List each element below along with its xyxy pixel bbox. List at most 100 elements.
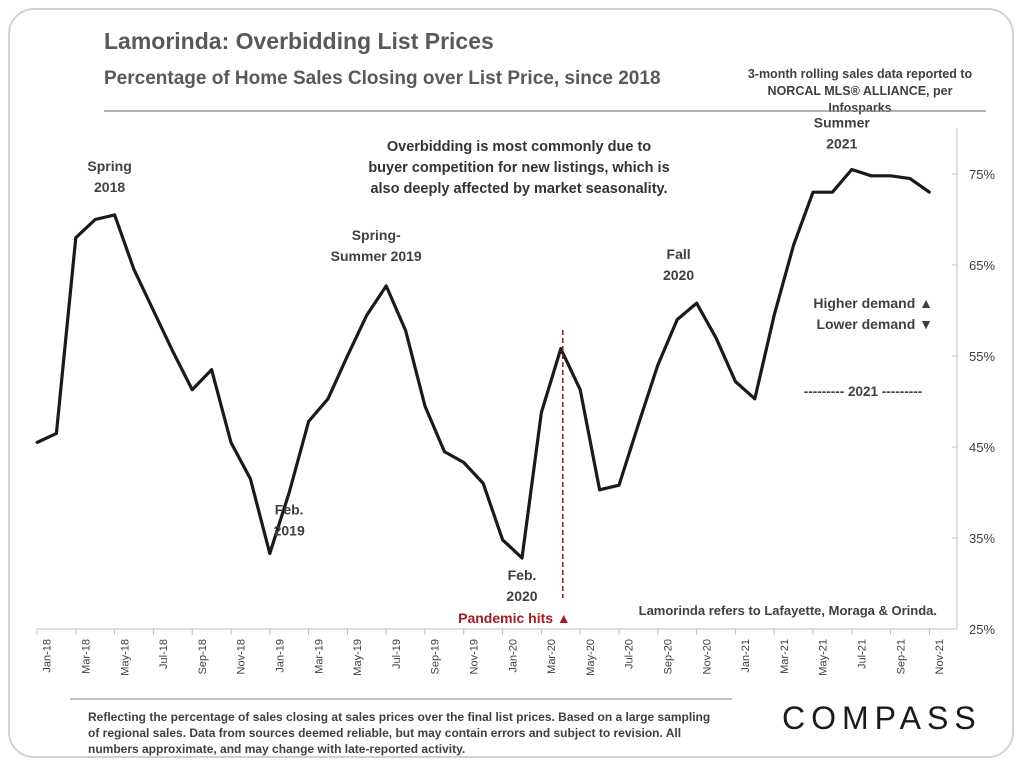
x-tick-label: Nov-18 bbox=[236, 639, 248, 674]
x-tick-label: May-18 bbox=[119, 639, 131, 676]
data-point bbox=[55, 431, 58, 435]
y-tick-label: 35% bbox=[969, 531, 995, 546]
legend-lower-demand: Lower demand ▼ bbox=[816, 316, 933, 332]
season-annotation: Spring bbox=[87, 158, 131, 174]
y-tick-label: 65% bbox=[969, 258, 995, 273]
data-point bbox=[578, 388, 582, 392]
data-point bbox=[540, 411, 543, 414]
data-point bbox=[714, 336, 718, 340]
data-point bbox=[443, 450, 446, 453]
x-tick-label: Nov-21 bbox=[934, 639, 946, 674]
data-point bbox=[675, 318, 679, 321]
x-tick-label: Mar-21 bbox=[779, 639, 791, 674]
x-tick-label: Mar-18 bbox=[81, 639, 93, 674]
y-tick-label: 45% bbox=[969, 440, 995, 455]
data-point bbox=[559, 347, 563, 351]
legend-higher-demand: Higher demand ▲ bbox=[813, 295, 933, 311]
chart-subtitle: Percentage of Home Sales Closing over Li… bbox=[104, 68, 661, 89]
data-point bbox=[35, 441, 39, 444]
season-annotation: Feb. bbox=[508, 567, 537, 583]
chart-title: Lamorinda: Overbidding List Prices bbox=[104, 28, 494, 54]
data-point bbox=[637, 422, 640, 426]
season-annotation: Fall bbox=[667, 246, 691, 262]
season-annotation: 2019 bbox=[274, 523, 305, 539]
axes: Jan-18 Mar-18 May-18 Jul-18 Sep-18 Nov-18 Jan-… bbox=[36, 128, 995, 676]
data-point bbox=[734, 380, 737, 383]
data-point bbox=[850, 168, 854, 171]
x-tick-label: Sep-21 bbox=[895, 639, 907, 674]
data-point bbox=[869, 174, 873, 178]
data-point bbox=[772, 313, 776, 317]
season-annotation: 2020 bbox=[506, 588, 537, 604]
overbidding-note: buyer competition for new listings, whic… bbox=[368, 160, 669, 176]
season-annotation: 2021 bbox=[826, 135, 857, 151]
data-point bbox=[792, 243, 795, 247]
data-point bbox=[831, 190, 834, 194]
data-point bbox=[656, 363, 660, 367]
data-point bbox=[93, 218, 97, 221]
season-annotation: 2020 bbox=[663, 267, 694, 283]
source-line-1: 3-month rolling sales data reported to bbox=[747, 67, 973, 81]
data-point bbox=[889, 174, 892, 178]
x-tick-label: May-20 bbox=[585, 639, 597, 676]
x-tick-label: Jan-21 bbox=[740, 639, 752, 673]
data-point bbox=[190, 388, 194, 392]
x-tick-label: Mar-19 bbox=[313, 639, 325, 674]
y-tick-label: 55% bbox=[969, 349, 995, 364]
data-point bbox=[617, 483, 621, 487]
data-point bbox=[928, 190, 931, 194]
season-annotation: Summer bbox=[814, 114, 871, 130]
data-point bbox=[501, 538, 504, 542]
season-annotation: 2018 bbox=[94, 179, 125, 195]
x-tick-label: Nov-20 bbox=[701, 639, 713, 674]
x-tick-label: May-19 bbox=[352, 639, 364, 676]
data-point bbox=[74, 236, 78, 240]
series-line bbox=[36, 167, 931, 560]
data-point bbox=[249, 477, 252, 481]
data-point bbox=[287, 491, 291, 494]
data-point bbox=[210, 368, 214, 372]
x-tick-label: Sep-18 bbox=[197, 639, 209, 674]
data-point bbox=[520, 556, 524, 560]
data-point bbox=[307, 420, 310, 423]
footer-note: Reflecting the percentage of sales closi… bbox=[88, 709, 738, 757]
data-point bbox=[481, 482, 485, 485]
x-tick-label: Nov-19 bbox=[469, 639, 481, 674]
card-frame bbox=[8, 8, 1014, 758]
season-annotation: Feb. bbox=[275, 502, 304, 518]
x-tick-label: Jul-18 bbox=[158, 639, 170, 669]
overbidding-note: Overbidding is most commonly due to bbox=[387, 139, 651, 155]
pandemic-label: Pandemic hits ▲ bbox=[458, 610, 571, 626]
data-point bbox=[753, 397, 757, 401]
data-point bbox=[908, 177, 912, 180]
x-tick-label: Jul-21 bbox=[857, 639, 869, 669]
x-tick-label: Jul-19 bbox=[391, 639, 403, 669]
x-tick-label: Jul-20 bbox=[624, 639, 636, 669]
data-point bbox=[152, 309, 155, 312]
data-point bbox=[346, 354, 349, 358]
data-point bbox=[423, 404, 427, 408]
data-point bbox=[811, 190, 815, 194]
data-point bbox=[268, 552, 272, 555]
x-tick-label: Jan-20 bbox=[507, 639, 519, 673]
data-point bbox=[326, 397, 330, 401]
year-2021-marker: --------- 2021 --------- bbox=[804, 384, 922, 399]
overbidding-note: also deeply affected by market seasonali… bbox=[370, 181, 667, 197]
marks bbox=[35, 167, 931, 598]
season-annotation: Summer 2019 bbox=[331, 248, 422, 264]
x-tick-label: May-21 bbox=[818, 639, 830, 676]
annotations: Pandemic hits ▲ Spring 2018 Spring- Summer 2… bbox=[87, 114, 937, 626]
data-point bbox=[365, 313, 369, 317]
x-tick-label: Mar-20 bbox=[546, 639, 558, 674]
data-point bbox=[113, 213, 116, 217]
data-point bbox=[229, 441, 233, 444]
data-point bbox=[598, 488, 601, 492]
footer-line-1: Reflecting the percentage of sales closi… bbox=[88, 710, 711, 724]
data-point bbox=[132, 268, 136, 271]
x-tick-label: Jan-19 bbox=[275, 639, 287, 673]
region-note: Lamorinda refers to Lafayette, Moraga & … bbox=[639, 603, 937, 618]
data-point bbox=[384, 284, 388, 288]
y-tick-label: 75% bbox=[969, 167, 995, 182]
x-tick-label: Sep-19 bbox=[430, 639, 442, 674]
